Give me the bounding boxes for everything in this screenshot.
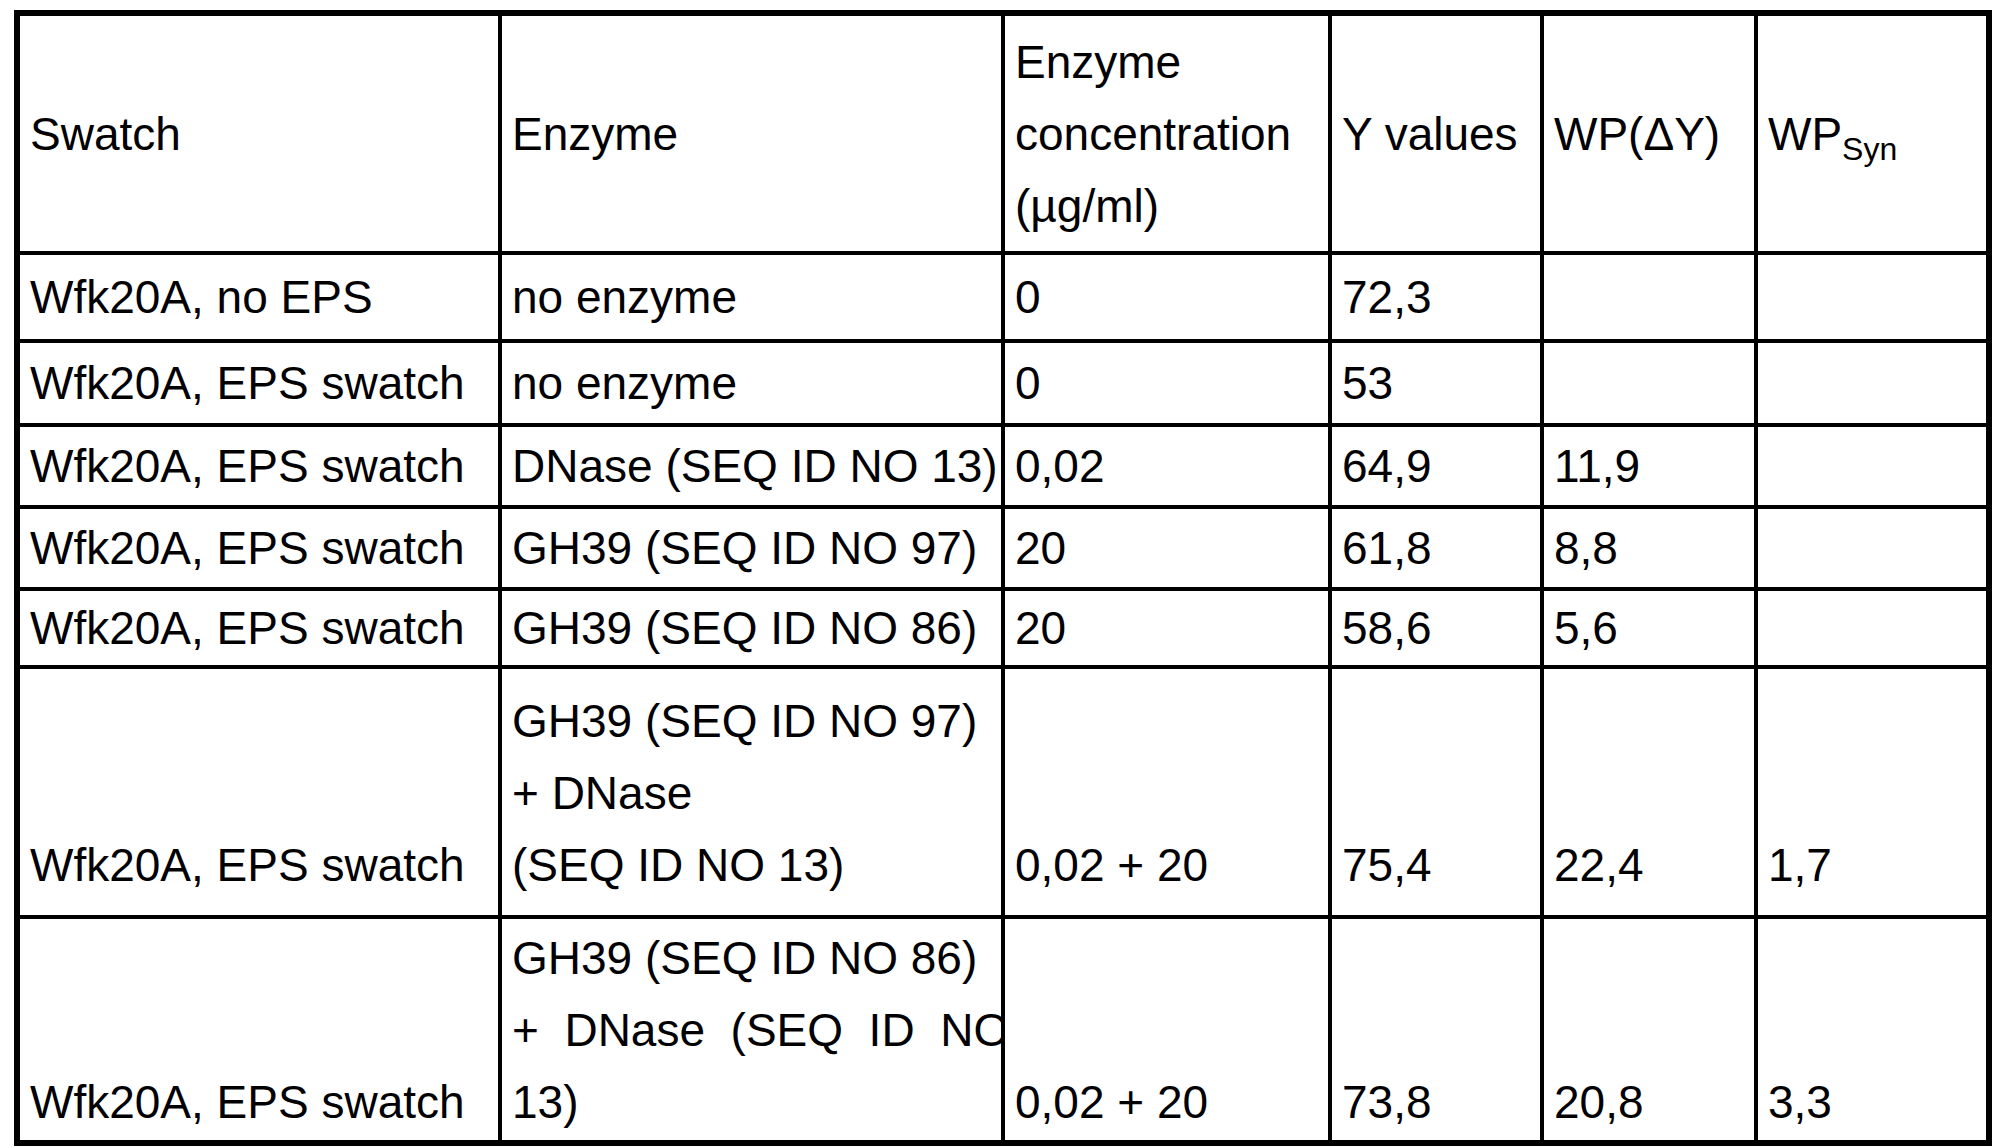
col-header-swatch: Swatch — [17, 13, 500, 253]
cell-y-value: 75,4 — [1330, 667, 1542, 917]
wp-syn-base: WP — [1768, 108, 1842, 160]
wp-syn-subscript: Syn — [1842, 131, 1897, 167]
col-header-y-values: Y values — [1330, 13, 1542, 253]
table-row: Wfk20A, EPS swatch GH39 (SEQ ID NO 97) +… — [17, 667, 1989, 917]
cell-concentration: 0,02 — [1003, 425, 1330, 507]
cell-swatch: Wfk20A, EPS swatch — [17, 589, 500, 667]
cell-y-value: 64,9 — [1330, 425, 1542, 507]
cell-wp-syn — [1756, 507, 1989, 589]
table-body: Wfk20A, no EPS no enzyme 0 72,3 Wfk20A, … — [17, 253, 1989, 1143]
cell-wp-delta-y: 5,6 — [1542, 589, 1756, 667]
cell-concentration: 20 — [1003, 589, 1330, 667]
header-row: Swatch Enzyme Enzyme concentration (µg/m… — [17, 13, 1989, 253]
cell-enzyme: no enzyme — [500, 253, 1003, 341]
cell-concentration: 0,02 + 20 — [1003, 667, 1330, 917]
cell-swatch: Wfk20A, EPS swatch — [17, 507, 500, 589]
table-row: Wfk20A, EPS swatch GH39 (SEQ ID NO 86) +… — [17, 917, 1989, 1143]
cell-swatch: Wfk20A, EPS swatch — [17, 425, 500, 507]
cell-swatch: Wfk20A, no EPS — [17, 253, 500, 341]
cell-y-value: 72,3 — [1330, 253, 1542, 341]
cell-y-value: 73,8 — [1330, 917, 1542, 1143]
cell-swatch: Wfk20A, EPS swatch — [17, 917, 500, 1143]
cell-enzyme: GH39 (SEQ ID NO 86) + DNase (SEQ ID NO 1… — [500, 917, 1003, 1143]
cell-wp-syn: 3,3 — [1756, 917, 1989, 1143]
cell-enzyme: no enzyme — [500, 341, 1003, 425]
cell-enzyme: GH39 (SEQ ID NO 86) — [500, 589, 1003, 667]
table-row: Wfk20A, EPS swatch GH39 (SEQ ID NO 86) 2… — [17, 589, 1989, 667]
table-row: Wfk20A, EPS swatch GH39 (SEQ ID NO 97) 2… — [17, 507, 1989, 589]
cell-wp-delta-y — [1542, 341, 1756, 425]
cell-wp-syn — [1756, 253, 1989, 341]
table-row: Wfk20A, EPS swatch no enzyme 0 53 — [17, 341, 1989, 425]
col-header-wp-delta-y: WP(ΔY) — [1542, 13, 1756, 253]
cell-wp-syn — [1756, 589, 1989, 667]
enzyme-results-table: Swatch Enzyme Enzyme concentration (µg/m… — [14, 10, 1992, 1146]
col-header-wp-syn: WPSyn — [1756, 13, 1989, 253]
cell-enzyme: DNase (SEQ ID NO 13) — [500, 425, 1003, 507]
cell-y-value: 58,6 — [1330, 589, 1542, 667]
cell-wp-delta-y — [1542, 253, 1756, 341]
cell-concentration: 20 — [1003, 507, 1330, 589]
cell-concentration: 0 — [1003, 341, 1330, 425]
table-row: Wfk20A, EPS swatch DNase (SEQ ID NO 13) … — [17, 425, 1989, 507]
cell-y-value: 61,8 — [1330, 507, 1542, 589]
document-table-area: Swatch Enzyme Enzyme concentration (µg/m… — [14, 10, 1992, 1146]
cell-wp-syn — [1756, 341, 1989, 425]
col-header-concentration: Enzyme concentration (µg/ml) — [1003, 13, 1330, 253]
cell-enzyme: GH39 (SEQ ID NO 97) + DNase (SEQ ID NO 1… — [500, 667, 1003, 917]
patent-table-page: { "table": { "header": { "swatch": "Swat… — [0, 0, 2000, 1147]
cell-y-value: 53 — [1330, 341, 1542, 425]
col-header-enzyme: Enzyme — [500, 13, 1003, 253]
cell-swatch: Wfk20A, EPS swatch — [17, 667, 500, 917]
cell-wp-delta-y: 22,4 — [1542, 667, 1756, 917]
table-row: Wfk20A, no EPS no enzyme 0 72,3 — [17, 253, 1989, 341]
cell-wp-delta-y: 11,9 — [1542, 425, 1756, 507]
cell-wp-delta-y: 8,8 — [1542, 507, 1756, 589]
cell-concentration: 0,02 + 20 — [1003, 917, 1330, 1143]
cell-swatch: Wfk20A, EPS swatch — [17, 341, 500, 425]
table-header: Swatch Enzyme Enzyme concentration (µg/m… — [17, 13, 1989, 253]
cell-enzyme: GH39 (SEQ ID NO 97) — [500, 507, 1003, 589]
cell-wp-delta-y: 20,8 — [1542, 917, 1756, 1143]
cell-wp-syn: 1,7 — [1756, 667, 1989, 917]
cell-wp-syn — [1756, 425, 1989, 507]
cell-concentration: 0 — [1003, 253, 1330, 341]
